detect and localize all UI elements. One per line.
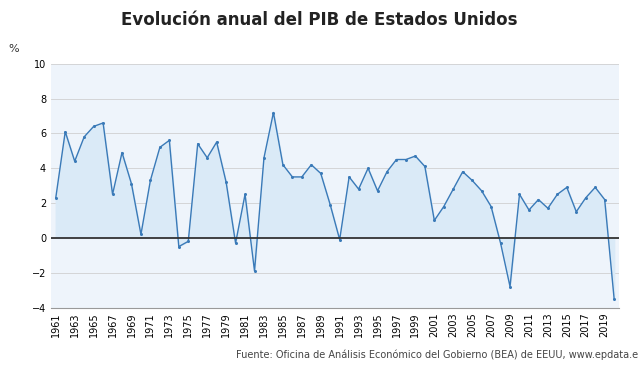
Text: %: %: [8, 44, 19, 54]
Text: Evolución anual del PIB de Estados Unidos: Evolución anual del PIB de Estados Unido…: [121, 11, 517, 29]
Text: Fuente: Oficina de Análisis Económico del Gobierno (BEA) de EEUU, www.epdata.es: Fuente: Oficina de Análisis Económico de…: [236, 350, 638, 360]
